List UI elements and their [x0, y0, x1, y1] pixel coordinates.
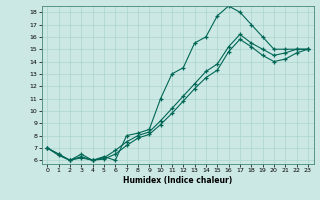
X-axis label: Humidex (Indice chaleur): Humidex (Indice chaleur) — [123, 176, 232, 185]
